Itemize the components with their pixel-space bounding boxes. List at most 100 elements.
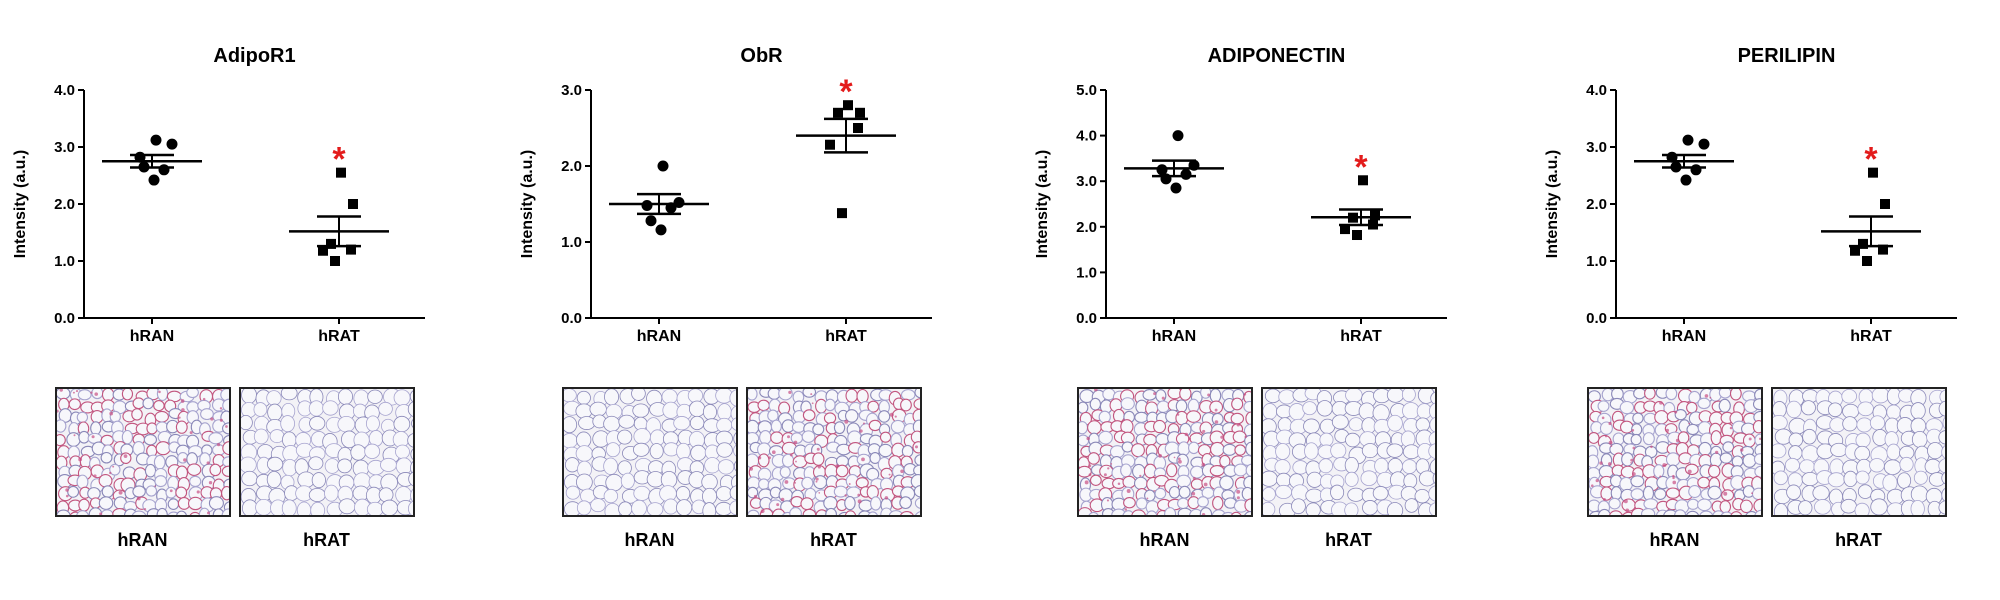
y-tick-label: 0.0 [561,310,582,327]
adipose-tissue-micrograph [747,389,920,515]
y-tick-label: 1.0 [1586,253,1607,270]
histology-image-hrat [238,387,415,517]
x-category-label: hRAN [1662,328,1706,345]
significance-asterisk: * [839,73,853,111]
data-point [1680,174,1692,186]
y-tick-label: 2.0 [561,158,582,175]
histology-label: hRAT [810,530,857,550]
data-point [641,200,653,212]
y-tick-label: 1.0 [54,253,75,270]
data-point [166,138,178,150]
x-category-label: hRAN [1152,328,1196,345]
x-category-label: hRAT [825,328,867,345]
significance-asterisk: * [332,141,346,179]
histology-label: hRAT [303,530,350,550]
data-point [1358,175,1368,186]
y-tick-label: 4.0 [54,82,75,99]
data-point [1698,138,1710,150]
scatter-plot: PERILIPIN 0.0 1.0 2.0 3.0 4.0 Intensity (a.u.)… [1544,45,1957,345]
data-point [1370,210,1380,221]
histology-image-hrat [1770,387,1947,517]
y-tick-label: 0.0 [1076,310,1097,327]
histology-image-hran [54,387,231,517]
y-tick-label: 4.0 [1076,128,1097,145]
data-point [1878,244,1888,255]
data-point [158,164,170,176]
scatter-plot: ADIPONECTIN 0.0 1.0 2.0 3.0 4.0 5.0 Intensity (… [1034,45,1447,345]
histology-image-hran [1586,387,1763,517]
y-tick-label: 4.0 [1586,82,1607,99]
histology-image-hran [1076,387,1253,517]
histology-label: hRAN [117,530,168,550]
chart-title: PERILIPIN [1738,45,1836,67]
data-point [843,100,853,111]
chart-panel-3: ADIPONECTIN 0.0 1.0 2.0 3.0 4.0 5.0 Intensity (… [1022,0,1522,600]
data-point [853,123,863,133]
data-point [1352,230,1362,241]
y-axis-title: Intensity (a.u.) [1544,150,1561,258]
data-point [1690,164,1702,176]
data-point [318,245,328,256]
data-point [150,134,162,146]
y-axis-title: Intensity (a.u.) [519,150,536,258]
data-point [336,167,346,178]
data-point [1858,238,1868,249]
y-axis-title: Intensity (a.u.) [1034,150,1051,258]
y-tick-label: 0.0 [1586,310,1607,327]
data-point [1340,224,1350,235]
histology-label: hRAT [1325,530,1372,550]
histology-label: hRAN [1649,530,1700,550]
y-tick-label: 2.0 [54,196,75,213]
chart-title: ObR [740,45,783,67]
data-point [346,244,356,255]
chart-title: AdipoR1 [213,45,295,67]
data-point [1850,245,1860,256]
adipose-tissue-micrograph [563,389,736,515]
data-point [1682,134,1694,146]
data-point [645,215,657,227]
adipose-tissue-micrograph [1262,389,1435,515]
histology-image-hrat [1260,387,1437,517]
data-point [1172,130,1184,142]
chart-panel-2: ObR 0.0 1.0 2.0 3.0 Intensity (a.u.) hRAN hRAT *… [507,0,1007,600]
data-point [1170,182,1182,194]
x-category-label: hRAT [1340,328,1382,345]
data-point [1180,168,1192,180]
data-point [837,208,847,219]
chart-title: ADIPONECTIN [1208,45,1346,67]
y-tick-label: 3.0 [1076,173,1097,190]
significance-asterisk: * [1354,148,1368,186]
y-tick-label: 3.0 [54,139,75,156]
significance-asterisk: * [1864,141,1878,179]
data-point [1156,164,1168,176]
data-point [348,199,358,209]
x-category-label: hRAN [130,328,174,345]
y-tick-label: 5.0 [1076,82,1097,99]
y-tick-label: 1.0 [561,234,582,251]
adipose-tissue-micrograph [1078,389,1251,515]
y-tick-label: 2.0 [1076,219,1097,236]
data-point [1880,199,1890,209]
y-tick-label: 1.0 [1076,264,1097,281]
data-point [326,238,336,249]
chart-panel-4: PERILIPIN 0.0 1.0 2.0 3.0 4.0 Intensity (a.u.)… [1532,0,2000,600]
adipose-tissue-micrograph [240,389,413,515]
adipose-tissue-micrograph [1588,389,1761,515]
data-point [657,160,669,172]
histology-image-hrat [745,387,922,517]
x-category-label: hRAT [1850,328,1892,345]
y-axis-title: Intensity (a.u.) [12,150,29,258]
chart-panel-1: AdipoR1 0.0 1.0 2.0 3.0 4.0 Intensity (a.u.) hR… [0,0,500,600]
data-point [1868,167,1878,178]
y-tick-label: 3.0 [1586,139,1607,156]
x-category-label: hRAN [637,328,681,345]
histology-label: hRAT [1835,530,1882,550]
y-tick-label: 3.0 [561,82,582,99]
data-point [655,224,667,236]
data-point [1862,256,1872,266]
data-point [825,139,835,150]
histology-image-hran [561,387,738,517]
data-point [148,174,160,186]
data-point [330,256,340,266]
